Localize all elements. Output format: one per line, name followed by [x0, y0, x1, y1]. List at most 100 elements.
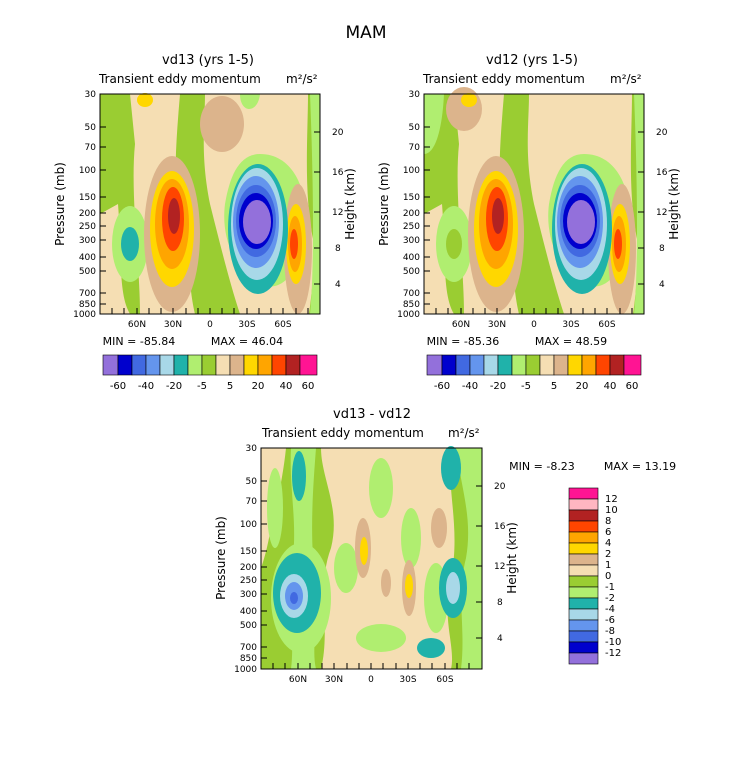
y-tick-label: 200	[240, 563, 257, 573]
contour-fill	[401, 508, 421, 568]
panel-1-y-labels: 30 50 70 100 150 200 250 300 400 500 700…	[73, 90, 96, 320]
y-tick-label: 1000	[73, 310, 96, 320]
colorbar-box	[159, 354, 175, 376]
x-tick-label: 60S	[598, 320, 615, 330]
panel-1-ticks-left	[100, 93, 106, 315]
contour-fill	[381, 569, 391, 597]
colorbar-label: 4	[605, 538, 611, 549]
y-tick-label: 700	[403, 289, 420, 299]
y-tick-label: 700	[240, 643, 257, 653]
colorbar-box	[609, 354, 625, 376]
colorbar-label: -2	[605, 593, 615, 604]
panel-2: vd12 (yrs 1-5) Transient eddy momentum m…	[377, 53, 681, 392]
y-right-tick-label: 8	[497, 598, 503, 608]
panel-3-max: MAX = 13.19	[604, 460, 676, 473]
colorbar-box	[511, 354, 527, 376]
contour-fill	[200, 96, 244, 152]
panel-1-min: MIN = -85.84	[103, 335, 176, 348]
contour-fill	[292, 451, 306, 501]
panel-3-title: vd13 - vd12	[333, 407, 411, 422]
panel-2-subtitle: Transient eddy momentum	[422, 72, 585, 86]
y-tick-label: 300	[240, 590, 257, 600]
colorbar-box	[568, 575, 599, 588]
panel-1-ticks-right	[314, 131, 320, 285]
panel-3-min: MIN = -8.23	[509, 460, 575, 473]
colorbar-label: -5	[521, 381, 531, 392]
colorbar-box	[229, 354, 245, 376]
y-right-tick-label: 4	[335, 280, 341, 290]
panel-2-y-labels: 30 50 70 100 150 200 250 300 400 500 700…	[397, 90, 420, 320]
panel-1-colorbar: -60 -40 -20 -5 5 20 40 60	[102, 354, 318, 392]
y-tick-label: 200	[79, 209, 96, 219]
y-tick-label: 250	[79, 222, 96, 232]
colorbar-box	[257, 354, 273, 376]
colorbar-box	[271, 354, 287, 376]
contour-fill	[567, 200, 595, 244]
y-tick-label: 50	[246, 477, 258, 487]
y-right-tick-label: 16	[656, 168, 668, 178]
panel-2-ticks-right	[638, 131, 644, 285]
colorbar-label: 0	[605, 571, 611, 582]
panel-2-title: vd12 (yrs 1-5)	[486, 53, 578, 68]
y-right-tick-label: 12	[332, 208, 343, 218]
x-tick-label: 30N	[325, 675, 343, 685]
panel-1-ylabel: Pressure (mb)	[53, 162, 67, 246]
y-tick-label: 400	[79, 253, 96, 263]
y-tick-label: 500	[403, 267, 420, 277]
y-tick-label: 850	[240, 654, 257, 664]
contour-fill	[290, 229, 298, 259]
colorbar-label: -4	[605, 604, 615, 615]
colorbar-label: -8	[605, 626, 615, 637]
colorbar-label: -60	[434, 381, 450, 392]
panel-2-colorbar: -60 -40 -20 -5 5 20 40 60	[426, 354, 642, 392]
panel-2-x-ticks	[435, 308, 633, 314]
contour-fill	[137, 93, 153, 107]
panel-1-units: m²/s²	[286, 72, 318, 86]
y-right-tick-label: 4	[659, 280, 665, 290]
x-tick-label: 60N	[289, 675, 307, 685]
panel-1-x-ticks	[111, 308, 309, 314]
colorbar-label: 40	[280, 381, 293, 392]
colorbar-box	[426, 354, 443, 376]
x-tick-label: 0	[368, 675, 374, 685]
panel-1-plot	[99, 93, 321, 315]
colorbar-box	[455, 354, 471, 376]
colorbar-label: -40	[138, 381, 154, 392]
colorbar-box	[553, 354, 569, 376]
colorbar-box	[568, 487, 599, 500]
colorbar-box	[539, 354, 555, 376]
x-tick-label: 30S	[238, 320, 255, 330]
colorbar-label: 20	[576, 381, 589, 392]
contour-fill	[240, 94, 260, 109]
contour-fill	[461, 93, 477, 107]
panel-3-ylabel-right: Height (km)	[505, 522, 519, 593]
colorbar-box	[568, 553, 599, 566]
x-tick-label: 60N	[452, 320, 470, 330]
x-tick-label: 0	[207, 320, 213, 330]
colorbar-label: 5	[227, 381, 233, 392]
contour-fill	[492, 198, 504, 234]
y-tick-label: 500	[240, 621, 257, 631]
y-right-tick-label: 8	[659, 244, 665, 254]
colorbar-box	[215, 354, 231, 376]
panel-1-y-right-labels: 20 16 12 8 4	[332, 128, 344, 290]
contour-fill	[321, 448, 455, 669]
colorbar-label: -60	[110, 381, 126, 392]
y-right-tick-label: 8	[335, 244, 341, 254]
x-tick-label: 30S	[399, 675, 416, 685]
contour-fill	[634, 94, 644, 314]
y-tick-label: 250	[240, 576, 257, 586]
colorbar-label: -20	[490, 381, 506, 392]
y-right-tick-label: 12	[656, 208, 667, 218]
y-right-tick-label: 16	[494, 522, 506, 532]
contour-fill	[168, 198, 180, 234]
y-tick-label: 150	[240, 547, 257, 557]
contour-fill	[267, 468, 283, 548]
y-tick-label: 30	[246, 444, 258, 454]
y-tick-label: 70	[85, 143, 97, 153]
contour-fill	[614, 229, 622, 259]
colorbar-box	[117, 354, 133, 376]
panel-1-x-labels: 60N 30N 0 30S 60S	[128, 320, 292, 330]
panel-3-y-labels: 30 50 70 100 150 200 250 300 400 500 700…	[234, 444, 257, 675]
